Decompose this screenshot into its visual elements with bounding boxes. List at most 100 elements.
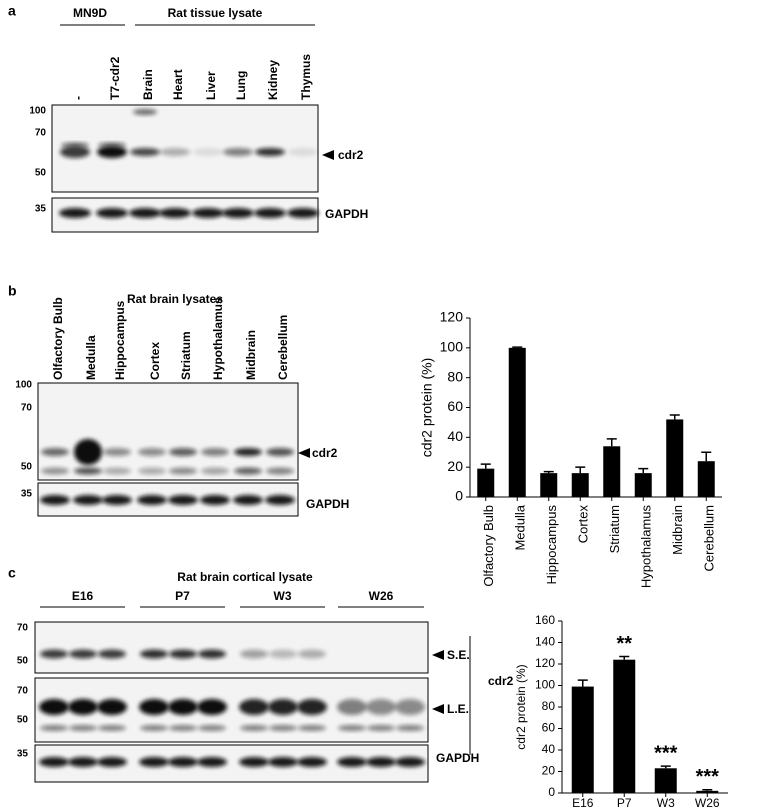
band	[40, 495, 70, 505]
significance: ***	[696, 766, 720, 788]
group-label: Rat tissue lysate	[168, 6, 263, 20]
band	[268, 699, 298, 715]
band	[297, 699, 327, 715]
blot	[37, 382, 299, 481]
x-tick-label: Cortex	[576, 505, 591, 544]
band	[198, 649, 226, 659]
mw-marker: 100	[15, 380, 32, 391]
band	[41, 448, 69, 456]
error-bar	[619, 655, 630, 660]
x-tick-label: Cerebellum	[702, 505, 717, 571]
band	[239, 757, 269, 767]
y-tick-label: 160	[535, 613, 555, 627]
error-bar	[512, 346, 523, 348]
lane-label: T7-cdr2	[108, 56, 122, 100]
blots	[34, 104, 429, 783]
y-axis-label: cdr2 protein (%)	[419, 358, 435, 458]
band	[102, 495, 132, 505]
band	[240, 725, 268, 731]
panel-letter: c	[8, 565, 16, 581]
mw-marker: 50	[17, 715, 29, 726]
bar	[603, 446, 621, 497]
blot	[51, 104, 319, 193]
panel-title: Rat brain lysates	[127, 292, 223, 306]
arrow	[298, 448, 310, 458]
band	[234, 448, 262, 456]
y-tick-label: 80	[447, 368, 463, 384]
band	[59, 208, 91, 218]
mw-marker: 70	[17, 686, 29, 697]
band-label: L.E.	[447, 702, 469, 716]
band	[73, 495, 103, 505]
blot	[34, 621, 429, 674]
x-tick-label: Medulla	[513, 504, 528, 550]
band	[366, 699, 396, 715]
band	[269, 725, 297, 731]
band	[239, 699, 269, 715]
band-label: cdr2	[312, 446, 338, 460]
band	[254, 208, 286, 218]
band	[337, 757, 367, 767]
band	[395, 757, 425, 767]
error-bar	[480, 463, 491, 469]
error-bar	[577, 679, 588, 687]
group-label: W26	[369, 589, 394, 603]
mw-marker: 50	[35, 168, 47, 179]
bar	[540, 473, 558, 497]
band-label: cdr2	[338, 148, 364, 162]
significance: ***	[654, 742, 678, 764]
band	[68, 757, 98, 767]
band-label: cdr2	[488, 674, 514, 688]
bar	[696, 790, 719, 793]
band	[129, 208, 161, 218]
band	[39, 757, 69, 767]
y-tick-label: 40	[447, 428, 463, 444]
error-bar	[543, 470, 554, 474]
x-tick-label: W26	[695, 796, 720, 810]
band	[159, 208, 191, 218]
arrow	[322, 150, 334, 160]
group-label: W3	[274, 589, 292, 603]
y-tick-label: 60	[447, 398, 463, 414]
bar	[613, 659, 636, 793]
band	[201, 467, 229, 475]
band-label: S.E.	[447, 648, 470, 662]
band	[266, 448, 294, 456]
band	[367, 725, 395, 731]
band	[193, 148, 223, 156]
y-tick-label: 100	[440, 339, 464, 355]
x-tick-label: Olfactory Bulb	[481, 505, 496, 587]
band	[366, 757, 396, 767]
bar	[666, 419, 684, 497]
band	[98, 649, 126, 659]
y-tick-label: 120	[535, 656, 555, 670]
band	[39, 699, 69, 715]
band-label: GAPDH	[306, 497, 349, 511]
band	[140, 649, 168, 659]
lane-label: Lung	[234, 71, 248, 100]
error-bar	[606, 438, 617, 447]
y-tick-label: 60	[542, 721, 556, 735]
band	[69, 649, 97, 659]
error-bar	[660, 765, 671, 769]
band	[169, 448, 197, 456]
band	[337, 699, 367, 715]
band	[60, 146, 90, 158]
band	[338, 725, 366, 731]
band	[197, 757, 227, 767]
band	[287, 208, 319, 218]
band	[98, 142, 126, 148]
band	[200, 495, 230, 505]
mw-marker: 50	[21, 462, 33, 473]
band	[233, 495, 263, 505]
band	[255, 148, 285, 156]
band	[130, 148, 160, 156]
band	[396, 725, 424, 731]
band-label: GAPDH	[436, 751, 479, 765]
panel-letter: a	[8, 3, 16, 19]
band	[234, 467, 262, 475]
y-tick-label: 0	[548, 785, 555, 799]
group-label: MN9D	[73, 6, 107, 20]
y-axis-label: cdr2 protein (%)	[514, 664, 528, 749]
